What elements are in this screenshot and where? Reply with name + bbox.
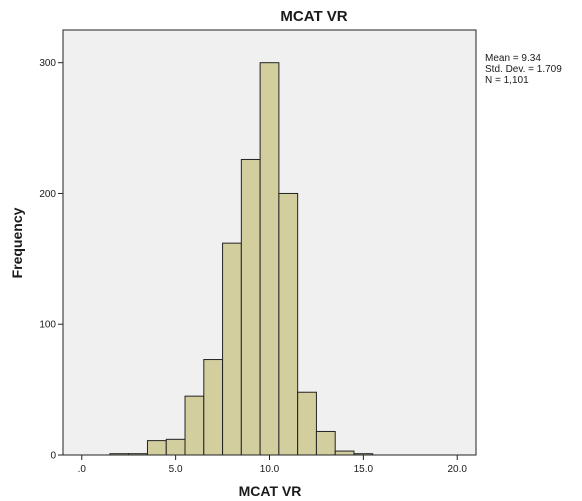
x-tick-label-4: 20.0 <box>447 464 467 475</box>
histogram-bar-5 <box>203 359 224 456</box>
histogram-bar-7 <box>240 158 261 456</box>
x-tick-label-1: 5.0 <box>169 464 183 475</box>
histogram-bar-6 <box>222 242 242 456</box>
histogram-bar-8 <box>259 62 280 456</box>
histogram-bar-12 <box>334 450 355 456</box>
stats-mean: Mean = 9.34 <box>485 53 541 64</box>
histogram-bar-9 <box>278 192 299 456</box>
histogram-bar-2 <box>146 440 167 456</box>
histogram-bar-10 <box>297 391 317 456</box>
histogram-bar-11 <box>315 430 336 456</box>
x-tick-label-3: 15.0 <box>354 464 374 475</box>
y-tick-label-2: 200 <box>39 189 56 200</box>
y-tick-label-1: 100 <box>39 320 56 331</box>
y-axis-ticks: 0 100 200 300 <box>39 58 63 462</box>
bars-group <box>109 62 374 456</box>
x-axis-ticks: .0 5.0 10.0 15.0 20.0 <box>78 455 467 475</box>
stats-box: Mean = 9.34 Std. Dev. = 1.709 N = 1,101 <box>485 53 562 86</box>
y-tick-label-3: 300 <box>39 58 56 69</box>
histogram-bar-4 <box>184 395 205 456</box>
x-axis-label: MCAT VR <box>239 483 302 499</box>
y-axis-label: Frequency <box>9 207 25 278</box>
y-tick-label-0: 0 <box>50 451 56 462</box>
histogram-bar-1 <box>128 453 148 456</box>
stats-std-dev: Std. Dev. = 1.709 <box>485 64 562 75</box>
histogram-bar-0 <box>109 453 130 456</box>
histogram-bar-3 <box>165 438 186 456</box>
histogram-bar-13 <box>353 453 374 456</box>
chart-title: MCAT VR <box>280 8 347 25</box>
stats-n: N = 1,101 <box>485 75 529 86</box>
x-tick-label-2: 10.0 <box>260 464 280 475</box>
x-tick-label-0: .0 <box>78 464 87 475</box>
